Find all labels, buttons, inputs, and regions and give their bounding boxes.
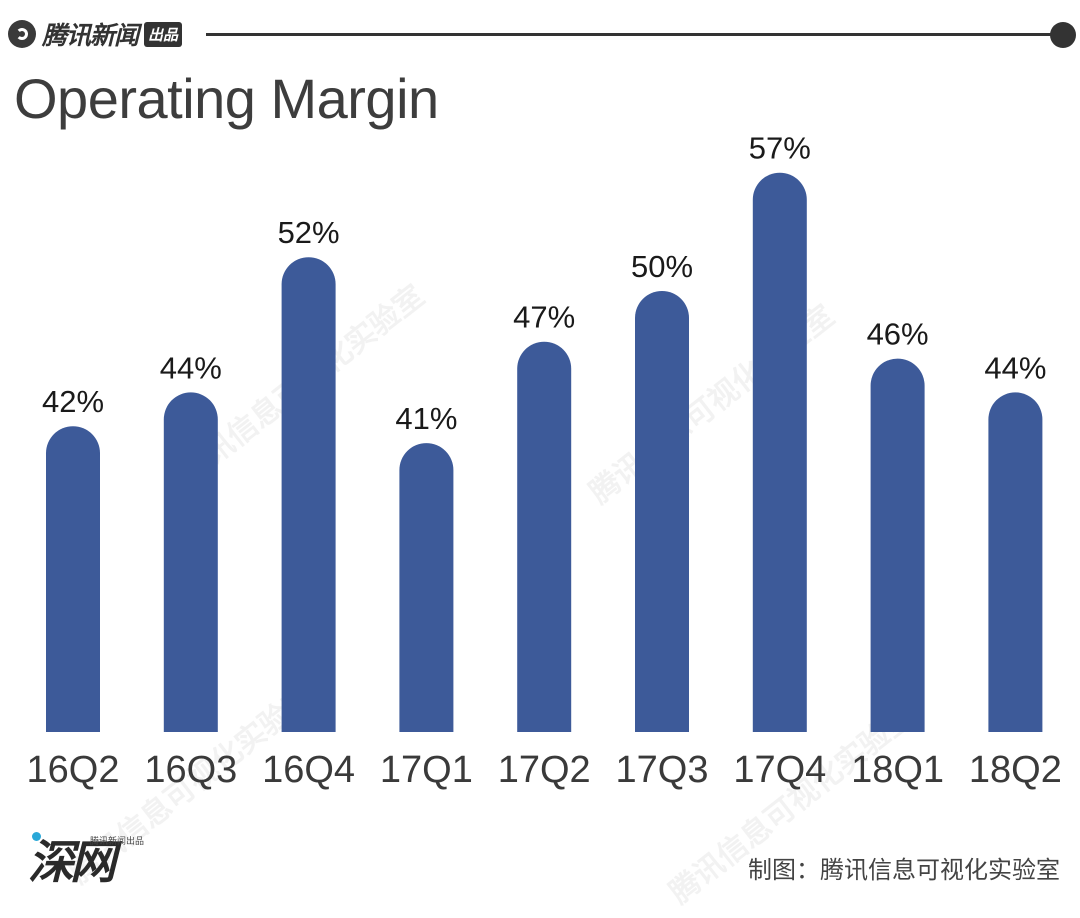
credit: 制图：腾讯信息可视化实验室 [748, 856, 1060, 884]
bar-value-label: 57% [749, 131, 811, 166]
tencent-news-logo-icon [8, 20, 36, 48]
bar-value-label: 46% [867, 317, 929, 352]
bar-value-label: 50% [631, 249, 693, 284]
logo-dot-icon [32, 832, 41, 841]
footer-logo: 深网 腾讯新闻出品 [28, 826, 148, 896]
category-label: 17Q3 [616, 749, 709, 791]
category-label: 16Q4 [262, 749, 355, 791]
bar-value-label: 52% [278, 215, 340, 250]
bar-value-label: 47% [513, 300, 575, 335]
brand: 腾讯新闻 出品 [8, 16, 183, 52]
chart-title: Operating Margin [14, 67, 439, 130]
category-label: 18Q2 [969, 749, 1062, 791]
bar-value-label: 42% [42, 384, 104, 419]
brand-tag: 出品 [144, 21, 183, 47]
category-label: 17Q2 [498, 749, 591, 791]
bar-18Q2 [988, 392, 1043, 732]
category-label: 17Q4 [733, 749, 826, 791]
category-label: 16Q3 [144, 749, 237, 791]
category-label: 18Q1 [851, 749, 944, 791]
bar-value-label: 44% [984, 350, 1046, 385]
bar-17Q3 [635, 291, 689, 732]
bar-17Q2 [517, 341, 572, 732]
bar-18Q1 [870, 358, 925, 732]
bar-value-label: 41% [395, 401, 457, 436]
brand-name: 腾讯新闻 [42, 21, 139, 50]
bar-17Q4 [752, 172, 807, 732]
bar-16Q3 [163, 392, 218, 732]
bar-17Q1 [399, 443, 454, 732]
bar-16Q2 [46, 426, 100, 732]
footer-logo-text: 深网 [28, 835, 116, 889]
bar-value-label: 44% [160, 350, 222, 385]
header: 腾讯新闻 出品 [0, 0, 1080, 70]
footer-logo-small-text: 腾讯新闻出品 [90, 837, 145, 847]
header-rule [206, 33, 1056, 36]
bar-16Q4 [281, 257, 336, 732]
header-dot [1050, 22, 1076, 48]
category-label: 17Q1 [380, 749, 473, 791]
category-label: 16Q2 [27, 749, 120, 791]
